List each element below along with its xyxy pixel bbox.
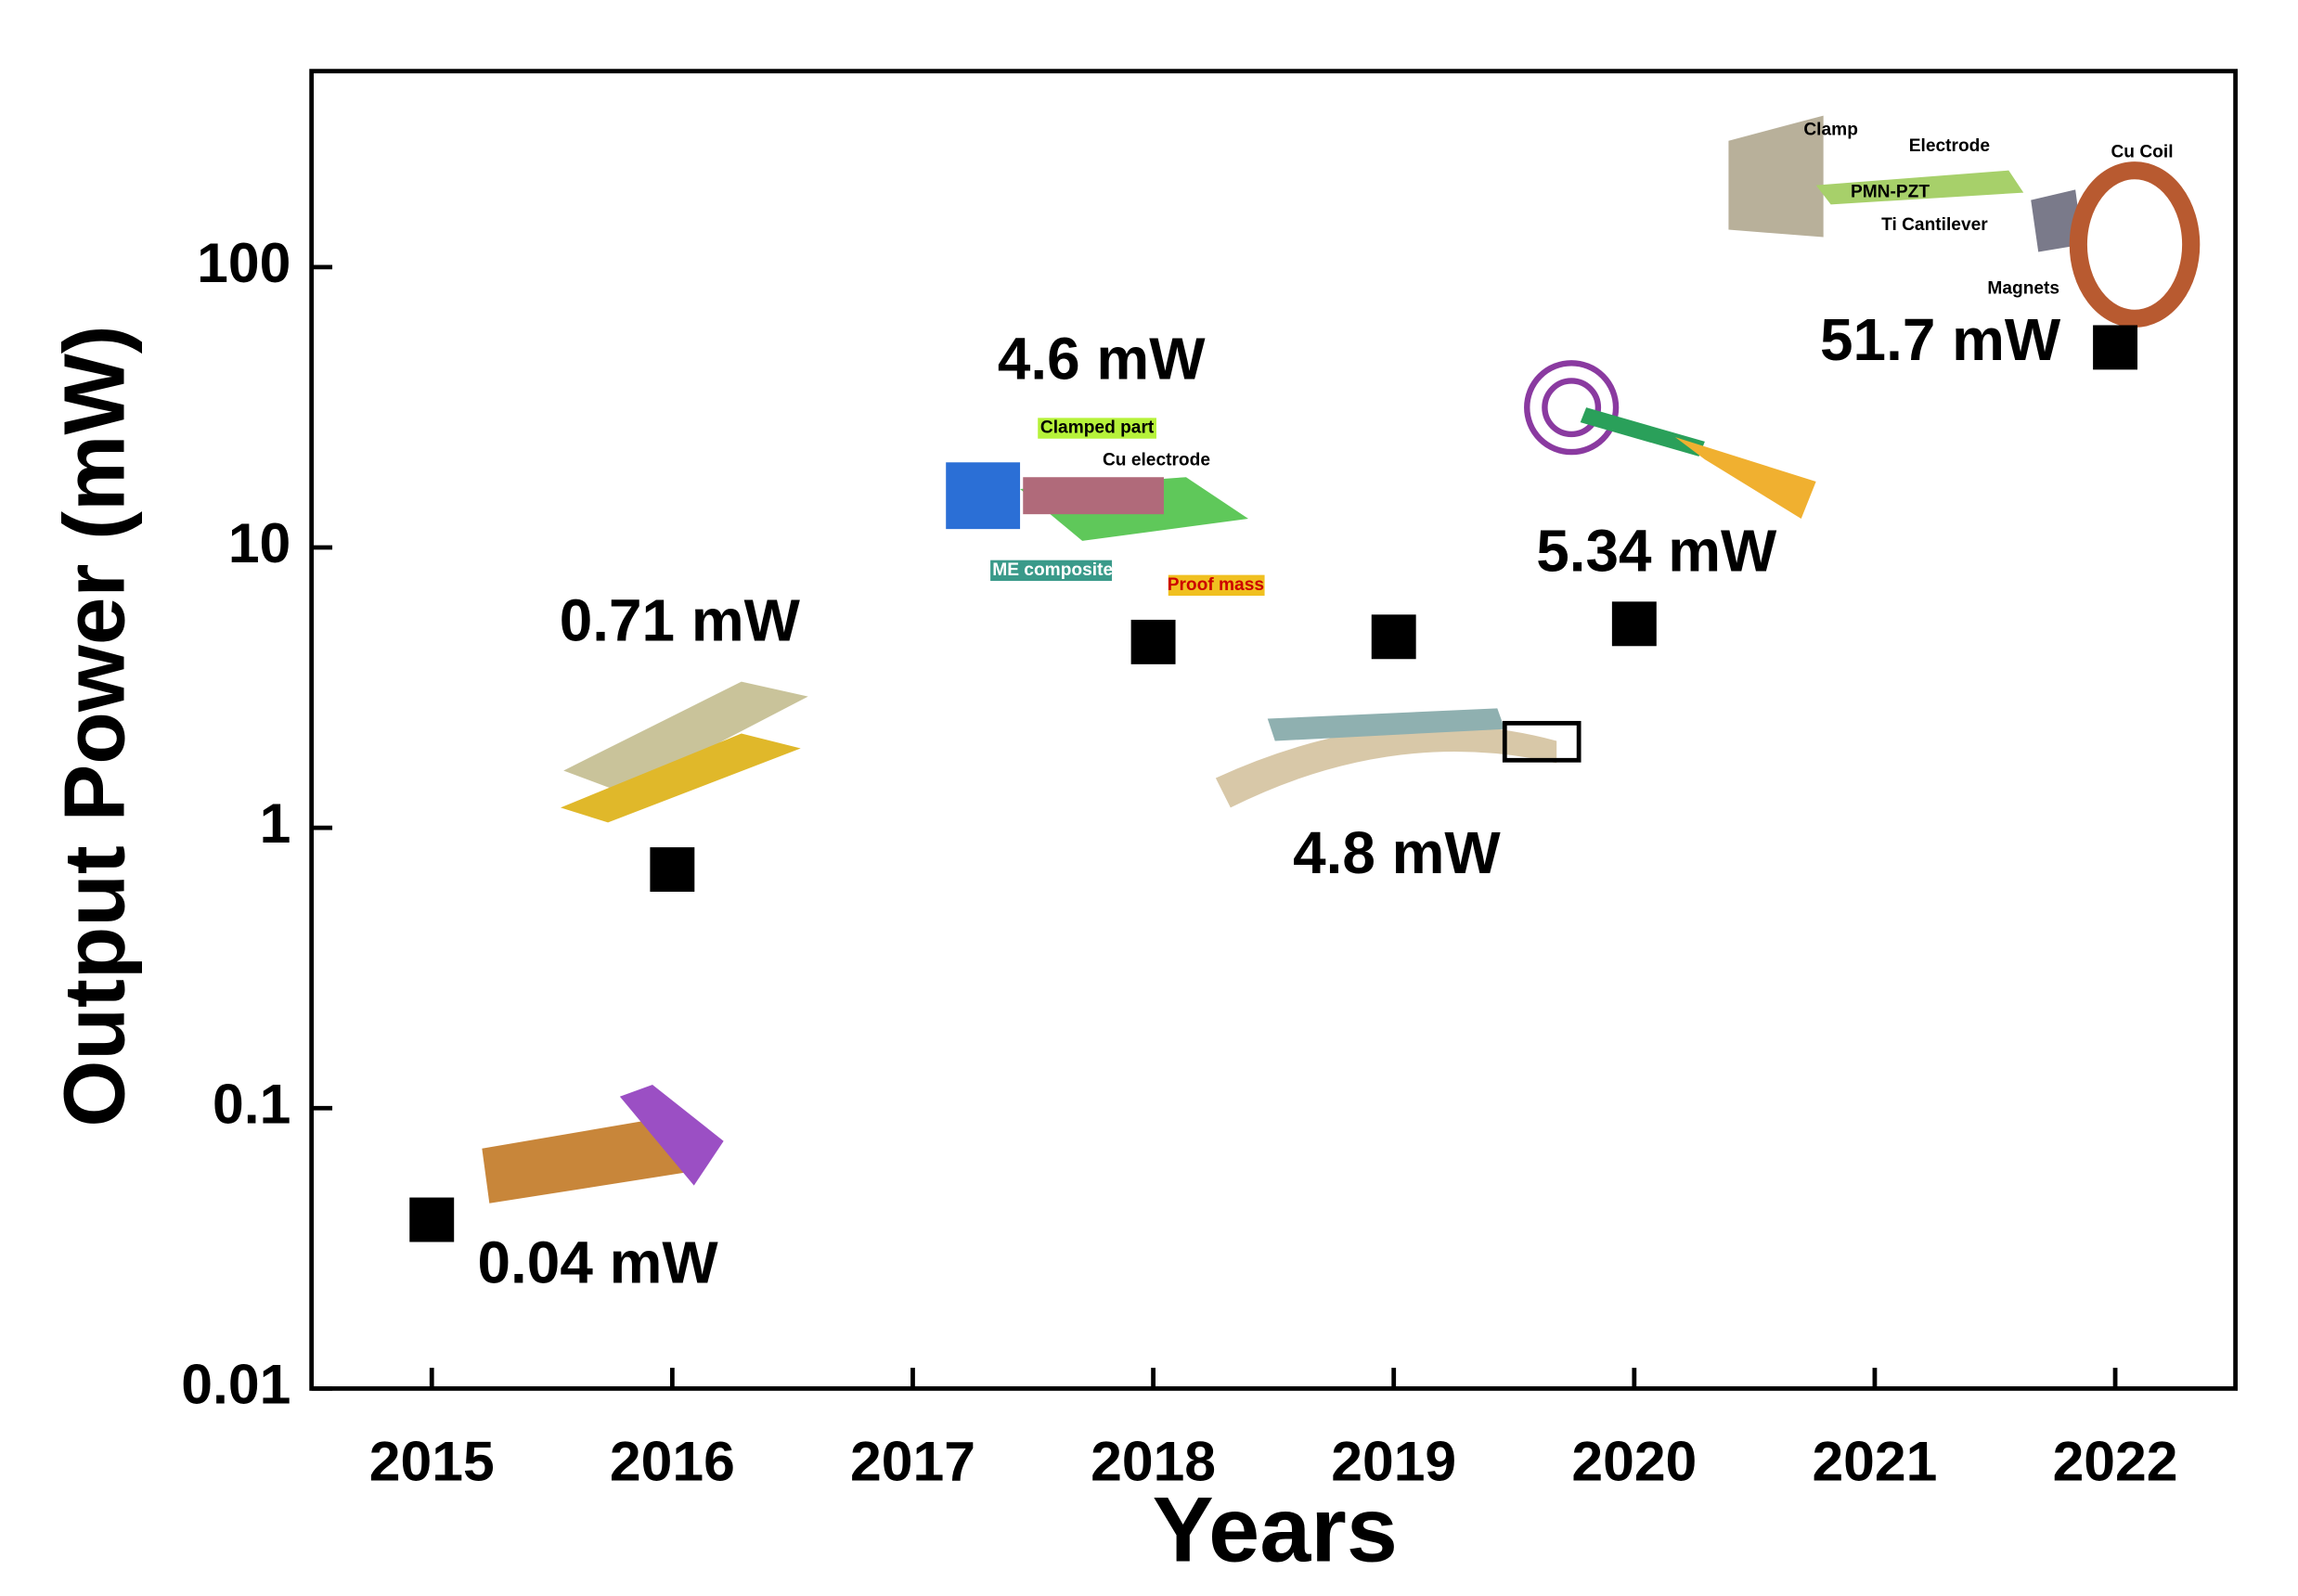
marker: [2093, 325, 2138, 370]
inset-label: Cu Coil: [2111, 143, 2173, 162]
inset-label: ME composite: [992, 560, 1113, 580]
inset-2019: [1215, 708, 1581, 808]
x-axis-title: Years: [1153, 1477, 1398, 1580]
inset-label: PMN-PZT: [1851, 183, 1930, 202]
x-tick-label: 2018: [1091, 1429, 1216, 1492]
data-label: 4.6 mW: [998, 326, 1206, 393]
y-axis-title: Output Power (mW): [45, 325, 142, 1126]
inset-2016: [560, 681, 808, 823]
inset-2022: [1728, 115, 2201, 328]
x-tick-label: 2016: [610, 1429, 735, 1492]
x-tick-label: 2022: [2053, 1429, 2178, 1492]
data-label: 4.8 mW: [1293, 819, 1501, 886]
y-tick-label: 0.01: [181, 1352, 290, 1415]
marker: [409, 1197, 455, 1242]
y-tick-label: 0.1: [213, 1072, 290, 1135]
inset-label: Proof mass: [1168, 575, 1264, 595]
inset-label: Ti Cantilever: [1881, 215, 1988, 235]
inset-label: Electrode: [1909, 136, 1990, 156]
marker: [1611, 601, 1657, 647]
inset-label: Clamp: [1803, 121, 1858, 140]
y-tick-label: 1: [260, 792, 291, 855]
x-tick-label: 2020: [1571, 1429, 1697, 1492]
y-tick-label: 10: [228, 511, 291, 574]
inset-label: Clamped part: [1040, 418, 1155, 438]
inset-2015: [482, 1085, 724, 1203]
x-tick-label: 2015: [369, 1429, 495, 1492]
inset-2018: [946, 418, 1265, 597]
data-label: 0.71 mW: [560, 586, 801, 653]
inset-2020: [1524, 360, 1816, 519]
data-label: 51.7 mW: [1820, 306, 2061, 373]
marker: [1130, 619, 1176, 664]
plot-frame: [309, 69, 2239, 1391]
marker: [1371, 614, 1416, 660]
inset-label: Magnets: [1987, 278, 2059, 298]
data-label: 0.04 mW: [478, 1229, 719, 1295]
x-tick-label: 2017: [850, 1429, 975, 1492]
inset-label: Cu electrode: [1103, 451, 1210, 470]
marker: [650, 847, 695, 893]
y-tick-label: 100: [197, 231, 290, 294]
x-tick-label: 2021: [1812, 1429, 1937, 1492]
data-label: 5.34 mW: [1536, 518, 1777, 585]
x-tick-label: 2019: [1331, 1429, 1456, 1492]
